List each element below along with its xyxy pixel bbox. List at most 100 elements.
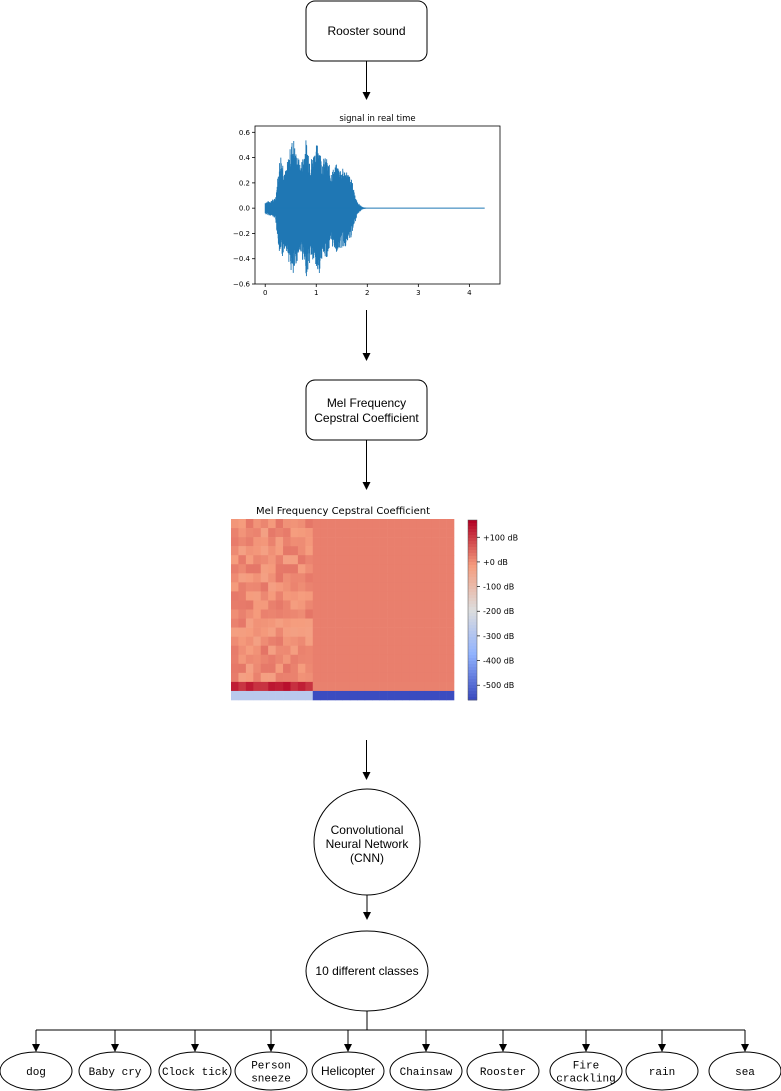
heatmap-cell xyxy=(357,600,366,610)
class-node-helicopter: Helicopter xyxy=(311,1030,385,1091)
heatmap-cell xyxy=(238,519,247,529)
heatmap-cell xyxy=(446,582,455,592)
colorbar-segment xyxy=(468,658,477,662)
heatmap-cell xyxy=(387,591,395,601)
heatmap-cell xyxy=(387,654,395,665)
mfcc-label-line-2: Cepstral Coefficient xyxy=(314,411,419,425)
heatmap-cell xyxy=(349,528,358,538)
heatmap-cell xyxy=(268,618,276,628)
heatmap-cell xyxy=(439,555,447,565)
heatmap-cell xyxy=(342,582,351,592)
heatmap-cell xyxy=(379,681,388,692)
heatmap-cell xyxy=(431,627,440,637)
heatmap-cell xyxy=(446,654,455,665)
heatmap-cell xyxy=(305,654,314,665)
heatmap-cell xyxy=(245,663,254,674)
heatmap-cell xyxy=(305,663,314,674)
heatmap-cell xyxy=(424,654,432,665)
heatmap-cell xyxy=(387,609,395,619)
heatmap-cell xyxy=(283,546,291,556)
colorbar-segment xyxy=(468,694,477,698)
heatmap-cell xyxy=(431,681,440,692)
heatmap-cell xyxy=(394,636,403,646)
heatmap-cell xyxy=(283,537,291,547)
waveform-title: signal in real time xyxy=(339,114,415,124)
colorbar-segment xyxy=(468,616,477,620)
heatmap-cell xyxy=(409,636,418,646)
heatmap-cell xyxy=(268,672,276,683)
heatmap-cell xyxy=(372,663,380,674)
heatmap-cell xyxy=(297,555,306,565)
heatmap-cell xyxy=(335,564,343,574)
heatmap-cell xyxy=(297,573,306,583)
heatmap-cell xyxy=(364,618,373,628)
heatmap-cell xyxy=(394,564,403,574)
heatmap-cell xyxy=(431,528,440,538)
heatmap-cell xyxy=(439,690,447,701)
heatmap-cell xyxy=(260,663,269,674)
heatmap-cell xyxy=(283,555,291,565)
colorbar-segment xyxy=(468,538,477,542)
heatmap-cell xyxy=(409,663,418,674)
heatmap-cell xyxy=(401,564,410,574)
heatmap-cell xyxy=(424,672,432,683)
heatmap-cell xyxy=(260,618,269,628)
y-tick-label: 0.6 xyxy=(239,129,251,137)
heatmap-cell xyxy=(275,654,284,665)
heatmap-cell xyxy=(260,564,269,574)
heatmap-cell xyxy=(275,528,284,538)
heatmap-cell xyxy=(268,654,276,665)
heatmap-cell xyxy=(253,681,262,692)
heatmap-cell xyxy=(327,546,336,556)
heatmap-cell xyxy=(305,519,314,529)
heatmap-cell xyxy=(424,663,432,674)
colorbar-segment xyxy=(468,562,477,566)
class-label: Fire xyxy=(573,1061,599,1073)
colorbar-segment xyxy=(468,643,477,647)
heatmap-cell xyxy=(305,645,314,656)
heatmap-cell xyxy=(297,627,306,637)
heatmap-cell xyxy=(253,519,262,529)
class-label: Rooster xyxy=(480,1067,526,1079)
class-label: Chainsaw xyxy=(400,1067,453,1079)
heatmap-cell xyxy=(335,537,343,547)
heatmap-cell xyxy=(238,591,247,601)
class-node-baby-cry: Baby cry xyxy=(78,1030,152,1091)
heatmap-cell xyxy=(364,600,373,610)
heatmap-cell xyxy=(268,600,276,610)
heatmap-cell xyxy=(320,618,328,628)
heatmap-cell xyxy=(387,600,395,610)
heatmap-cell xyxy=(439,618,447,628)
heatmap-cell xyxy=(387,519,395,529)
heatmap-cell xyxy=(424,582,432,592)
class-ellipse xyxy=(0,1051,73,1091)
heatmap-cell xyxy=(416,681,425,692)
heatmap-cell xyxy=(231,555,239,565)
heatmap-cell xyxy=(379,555,388,565)
heatmap-cell xyxy=(327,573,336,583)
colorbar-tick-label: +100 dB xyxy=(483,533,518,542)
heatmap-cell xyxy=(335,591,343,601)
heatmap-cell xyxy=(238,663,247,674)
heatmap-cell xyxy=(275,600,284,610)
heatmap-cell xyxy=(357,555,366,565)
heatmap-cell xyxy=(387,672,395,683)
heatmap-cell xyxy=(245,582,254,592)
class-node-dog: dog xyxy=(0,1030,73,1091)
heatmap-cell xyxy=(275,555,284,565)
heatmap-cell xyxy=(297,519,306,529)
heatmap-cell xyxy=(238,528,247,538)
colorbar-tick-label: +0 dB xyxy=(483,558,508,567)
colorbar-segment xyxy=(468,598,477,602)
heatmap-cell xyxy=(238,627,247,637)
heatmap-cell xyxy=(401,645,410,656)
heatmap-cell xyxy=(275,627,284,637)
heatmap-cell xyxy=(394,654,403,665)
heatmap-cell xyxy=(357,519,366,529)
y-tick-label: 0.2 xyxy=(239,179,250,187)
heatmap-cell xyxy=(327,645,336,656)
heatmap-cell xyxy=(253,582,262,592)
heatmap-cell xyxy=(439,519,447,529)
